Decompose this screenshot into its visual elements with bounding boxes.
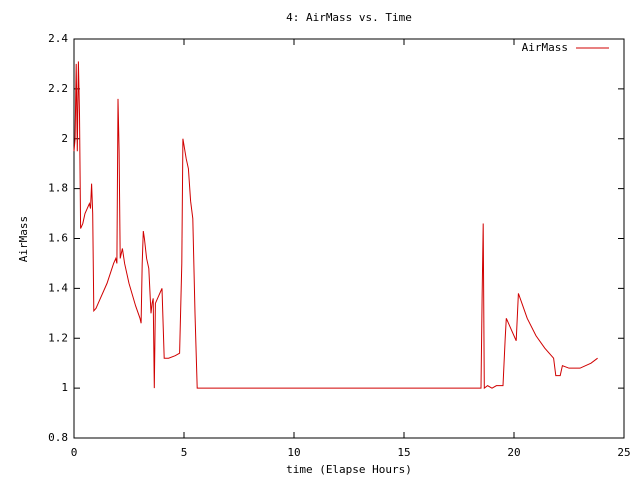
data-line (73, 61, 598, 390)
x-tick-label: 20 (507, 446, 520, 459)
x-axis-label: time (Elapse Hours) (286, 463, 412, 476)
y-tick-label: 2.2 (48, 82, 68, 95)
y-tick-label: 1.2 (48, 331, 68, 344)
x-tick-label: 0 (71, 446, 78, 459)
y-tick-label: 2.4 (48, 32, 68, 45)
chart-title: 4: AirMass vs. Time (286, 11, 412, 24)
y-tick-label: 1.8 (48, 182, 68, 195)
x-tick-label: 5 (181, 446, 188, 459)
y-tick-label: 1.4 (48, 281, 68, 294)
x-tick-label: 25 (617, 446, 630, 459)
legend-label: AirMass (522, 41, 568, 54)
y-tick-label: 1 (61, 381, 68, 394)
x-tick-label: 10 (287, 446, 300, 459)
plot-frame (73, 38, 625, 439)
y-tick-label: 2 (61, 132, 68, 145)
y-axis-label: AirMass (17, 216, 30, 262)
y-tick-label: 0.8 (48, 431, 68, 444)
x-tick-label: 15 (397, 446, 410, 459)
y-tick-label: 1.6 (48, 232, 68, 245)
